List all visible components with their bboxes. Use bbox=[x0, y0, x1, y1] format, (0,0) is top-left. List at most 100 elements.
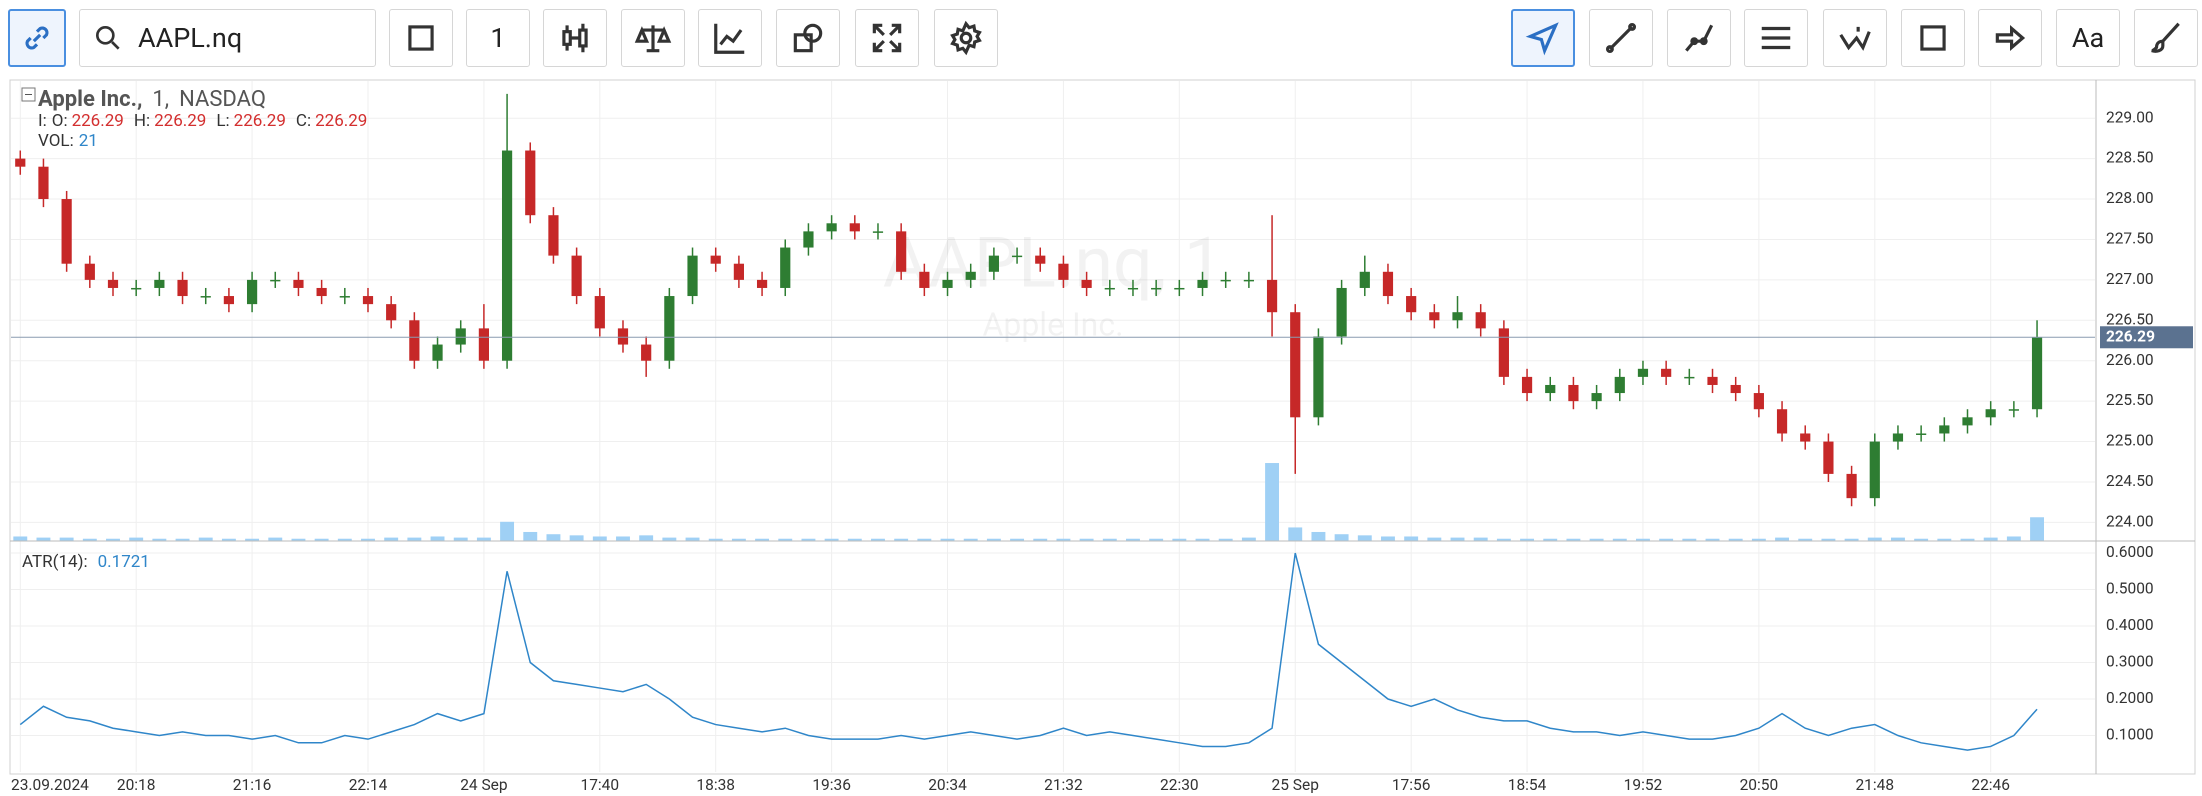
high-value: 226.29 bbox=[154, 111, 206, 131]
symbol-search[interactable]: AAPL.nq bbox=[79, 9, 376, 67]
x-tick-label: 22:14 bbox=[349, 776, 388, 794]
volume-bar bbox=[523, 531, 538, 541]
volume-bar bbox=[268, 537, 283, 541]
x-tick-label: 21:48 bbox=[1855, 776, 1894, 794]
text-tool[interactable]: Aa bbox=[2056, 9, 2120, 67]
chart-frame bbox=[9, 79, 2196, 775]
x-tick-label: 20:50 bbox=[1740, 776, 1779, 794]
chart-type-button[interactable] bbox=[389, 9, 453, 67]
open-value: 226.29 bbox=[72, 111, 124, 131]
candle-body bbox=[1498, 328, 1509, 377]
brush-tool[interactable] bbox=[2134, 9, 2198, 67]
candle-body bbox=[641, 344, 652, 361]
volume-bar bbox=[1682, 538, 1697, 541]
fib-tool[interactable] bbox=[1744, 9, 1808, 67]
indicators-button[interactable] bbox=[698, 9, 762, 67]
candle-body bbox=[1336, 287, 1347, 337]
volume-bar bbox=[801, 538, 816, 541]
last-price-label: 226.29 bbox=[2106, 327, 2155, 345]
volume-bar bbox=[175, 538, 190, 541]
candle-body bbox=[84, 263, 95, 280]
volume-bar bbox=[1891, 537, 1905, 541]
atr-legend: ATR(14): 0.1721 bbox=[22, 552, 150, 572]
y-tick-label: 228.50 bbox=[2106, 149, 2154, 167]
pattern-tool[interactable] bbox=[1823, 9, 1887, 67]
volume-bar bbox=[708, 538, 723, 541]
atr-tick-label: 0.5000 bbox=[2106, 580, 2154, 598]
interval-button[interactable]: 1 bbox=[466, 9, 530, 67]
volume-bar bbox=[2006, 536, 2021, 541]
candle-body bbox=[501, 150, 513, 361]
candle-body bbox=[339, 296, 350, 298]
text-tool-label: Aa bbox=[2071, 22, 2105, 54]
y-tick-label: 228.00 bbox=[2106, 189, 2154, 207]
y-tick-label: 227.00 bbox=[2106, 270, 2154, 288]
volume-bar bbox=[1844, 538, 1859, 541]
candle-body bbox=[1452, 312, 1463, 321]
volume-bar bbox=[245, 538, 260, 541]
legend-ohlc: I: O: 226.29 H: 226.29 L: 226.29 C: 226.29 bbox=[38, 111, 367, 131]
volume-bar bbox=[940, 538, 955, 541]
x-tick-label: 22:30 bbox=[1160, 776, 1199, 794]
candle-body bbox=[1730, 384, 1741, 394]
candle-body bbox=[1429, 312, 1440, 321]
fullscreen-button[interactable] bbox=[855, 9, 919, 67]
candle-body bbox=[780, 247, 791, 288]
y-tick-label: 225.50 bbox=[2106, 391, 2154, 409]
legend-title: Apple Inc., 1, NASDAQ bbox=[38, 87, 266, 112]
candle-body bbox=[896, 231, 907, 272]
volume-bar bbox=[407, 537, 422, 541]
candle-body bbox=[1243, 279, 1254, 282]
volume-bar bbox=[1983, 537, 1998, 541]
candle-body bbox=[1591, 393, 1602, 402]
candle-body bbox=[478, 328, 489, 361]
candle-body bbox=[1846, 473, 1857, 499]
candle-body bbox=[316, 287, 327, 297]
candle-body bbox=[246, 279, 258, 305]
volume-bar bbox=[1960, 538, 1975, 541]
x-tick-label: 20:34 bbox=[928, 776, 967, 794]
candles-button[interactable] bbox=[543, 9, 607, 67]
shapes-button[interactable] bbox=[776, 9, 840, 67]
atr-label: ATR(14): bbox=[22, 552, 88, 572]
candle-body bbox=[2031, 337, 2043, 410]
close-label: C: bbox=[296, 111, 311, 131]
link-button[interactable] bbox=[8, 9, 66, 67]
settings-button[interactable] bbox=[934, 9, 998, 67]
candle-body bbox=[1406, 296, 1417, 313]
channel-tool[interactable] bbox=[1667, 9, 1731, 67]
compare-button[interactable] bbox=[621, 9, 685, 67]
x-tick-label: 17:40 bbox=[581, 776, 620, 794]
volume-bar bbox=[871, 538, 885, 541]
volume-bar bbox=[847, 538, 862, 541]
volume-bar bbox=[1218, 538, 1233, 541]
volume-bar bbox=[1566, 538, 1581, 541]
volume-bar bbox=[500, 521, 515, 541]
arrow-tool[interactable] bbox=[1978, 9, 2042, 67]
volume-bar bbox=[1543, 538, 1558, 541]
candle-body bbox=[1127, 287, 1139, 290]
grid bbox=[11, 81, 2095, 772]
shape-tool[interactable] bbox=[1901, 9, 1965, 67]
volume-bar bbox=[1450, 537, 1465, 541]
candle-body bbox=[2008, 409, 2019, 411]
volume-bar bbox=[152, 538, 167, 541]
candle-body bbox=[1614, 376, 1625, 394]
volume-bar bbox=[1427, 537, 1442, 541]
volume-value: 21 bbox=[79, 131, 98, 151]
volume-bar bbox=[453, 537, 468, 541]
candle-body bbox=[1776, 409, 1788, 434]
cursor-tool[interactable] bbox=[1511, 9, 1575, 67]
volume-bar bbox=[13, 536, 28, 541]
candle-body bbox=[1637, 368, 1649, 377]
x-tick-label: 21:16 bbox=[233, 776, 272, 794]
x-tick-label: 20:18 bbox=[117, 776, 156, 794]
legend-interval: 1, bbox=[152, 87, 169, 112]
candle-body bbox=[872, 231, 884, 233]
volume-bar bbox=[1589, 538, 1604, 541]
volume-bar bbox=[917, 538, 932, 541]
atr-tick-label: 0.6000 bbox=[2106, 543, 2154, 561]
line-tool[interactable] bbox=[1589, 9, 1653, 67]
volume-bar bbox=[1751, 538, 1766, 541]
volume-bar bbox=[1172, 538, 1187, 541]
